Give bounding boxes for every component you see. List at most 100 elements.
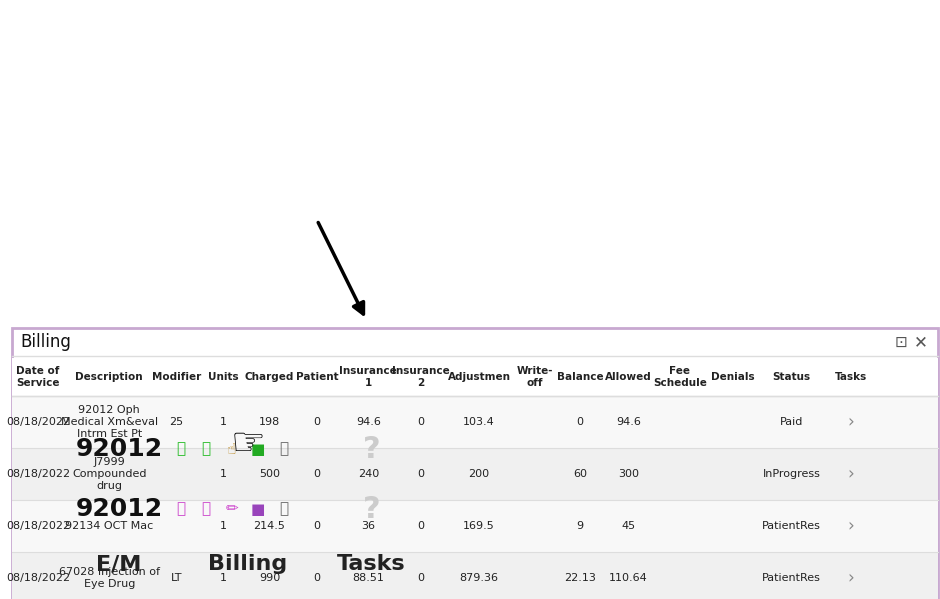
Text: 92012 Oph
Medical Xm&eval
Intrm Est Pt: 92012 Oph Medical Xm&eval Intrm Est Pt — [61, 406, 158, 438]
Text: 169.5: 169.5 — [463, 521, 495, 531]
Text: Tasks: Tasks — [835, 372, 867, 382]
Text: ✏: ✏ — [226, 501, 238, 516]
FancyBboxPatch shape — [168, 419, 327, 479]
Text: 0: 0 — [417, 521, 424, 531]
Text: 300: 300 — [618, 469, 639, 479]
Text: 214.5: 214.5 — [254, 521, 286, 531]
Text: 08/18/2022: 08/18/2022 — [6, 469, 70, 479]
Text: 🛏: 🛏 — [201, 501, 211, 516]
Text: PatientRes: PatientRes — [762, 573, 822, 583]
Text: Charged: Charged — [244, 372, 294, 382]
Text: 200: 200 — [468, 469, 490, 479]
Text: Write-
off: Write- off — [516, 366, 553, 388]
Text: Description: Description — [75, 372, 143, 382]
Text: 22.13: 22.13 — [564, 573, 596, 583]
Text: E/M: E/M — [97, 554, 142, 574]
FancyBboxPatch shape — [70, 419, 168, 479]
Text: 94.6: 94.6 — [356, 417, 381, 427]
FancyBboxPatch shape — [327, 419, 415, 479]
Text: 0: 0 — [417, 573, 424, 583]
FancyBboxPatch shape — [327, 539, 415, 589]
Text: 👤: 👤 — [279, 441, 288, 456]
Text: ⊡: ⊡ — [895, 334, 908, 349]
Text: 879.36: 879.36 — [460, 573, 498, 583]
Text: Units: Units — [208, 372, 239, 382]
FancyBboxPatch shape — [12, 500, 938, 552]
Text: 92134 OCT Mac: 92134 OCT Mac — [65, 521, 153, 531]
Text: ›: › — [848, 413, 854, 431]
Text: 0: 0 — [576, 417, 584, 427]
Text: 0: 0 — [417, 417, 424, 427]
Text: 67028 Injection of
Eye Drug: 67028 Injection of Eye Drug — [59, 567, 160, 589]
Text: 60: 60 — [573, 469, 587, 479]
Text: 1: 1 — [220, 573, 227, 583]
Text: 88.51: 88.51 — [352, 573, 384, 583]
Text: 08/18/2022: 08/18/2022 — [6, 573, 70, 583]
Text: Modifier: Modifier — [152, 372, 201, 382]
FancyBboxPatch shape — [168, 539, 327, 589]
FancyBboxPatch shape — [70, 539, 168, 589]
Text: 990: 990 — [258, 573, 280, 583]
Text: ›: › — [848, 569, 854, 587]
Text: Denials: Denials — [711, 372, 754, 382]
Text: Balance: Balance — [556, 372, 603, 382]
Text: 45: 45 — [621, 521, 635, 531]
Text: InProgress: InProgress — [762, 469, 821, 479]
FancyBboxPatch shape — [12, 328, 938, 598]
Text: 1: 1 — [220, 417, 227, 427]
Text: 94.6: 94.6 — [616, 417, 641, 427]
Text: 🛏: 🛏 — [201, 441, 211, 456]
Text: 🏠: 🏠 — [176, 501, 185, 516]
Text: 0: 0 — [417, 469, 424, 479]
Text: Insurance
2: Insurance 2 — [392, 366, 449, 388]
Text: Billing: Billing — [21, 333, 71, 351]
Text: 🏠: 🏠 — [176, 441, 185, 456]
Text: Patient: Patient — [296, 372, 338, 382]
Text: ?: ? — [363, 495, 380, 524]
FancyBboxPatch shape — [327, 479, 415, 539]
Text: Date of
Service: Date of Service — [16, 366, 60, 388]
Text: Status: Status — [773, 372, 810, 382]
FancyBboxPatch shape — [12, 358, 938, 396]
FancyBboxPatch shape — [12, 448, 938, 500]
Text: LT: LT — [171, 573, 182, 583]
Text: ›: › — [848, 517, 854, 535]
Text: 92012: 92012 — [75, 437, 163, 461]
FancyBboxPatch shape — [70, 479, 168, 539]
Text: 08/18/2022: 08/18/2022 — [6, 417, 70, 427]
Text: Allowed: Allowed — [605, 372, 651, 382]
Text: 0: 0 — [313, 469, 321, 479]
Text: ■: ■ — [250, 501, 265, 516]
Text: 1: 1 — [220, 469, 227, 479]
Text: Billing: Billing — [208, 554, 288, 574]
Text: PatientRes: PatientRes — [762, 521, 822, 531]
Text: 08/18/2022: 08/18/2022 — [6, 521, 70, 531]
Text: J7999
Compounded
drug: J7999 Compounded drug — [72, 458, 147, 491]
Text: 9: 9 — [576, 521, 584, 531]
Text: ☝: ☝ — [227, 441, 237, 456]
Text: ›: › — [848, 465, 854, 483]
Text: 103.4: 103.4 — [463, 417, 495, 427]
Text: Paid: Paid — [780, 417, 804, 427]
Text: ✕: ✕ — [915, 333, 928, 351]
Text: 0: 0 — [313, 417, 321, 427]
Text: 500: 500 — [259, 469, 280, 479]
Text: 36: 36 — [361, 521, 375, 531]
Text: 1: 1 — [220, 521, 227, 531]
Text: Adjustmen: Adjustmen — [447, 372, 510, 382]
FancyBboxPatch shape — [168, 479, 327, 539]
Text: 92012: 92012 — [75, 497, 163, 521]
Text: ☞: ☞ — [230, 425, 265, 463]
Text: 198: 198 — [258, 417, 280, 427]
Text: 240: 240 — [358, 469, 379, 479]
Text: 👤: 👤 — [279, 501, 288, 516]
Text: Tasks: Tasks — [337, 554, 406, 574]
Text: 0: 0 — [313, 521, 321, 531]
Text: 110.64: 110.64 — [609, 573, 648, 583]
Text: ?: ? — [363, 434, 380, 464]
Text: Fee
Schedule: Fee Schedule — [653, 366, 707, 388]
Text: 0: 0 — [313, 573, 321, 583]
Text: ■: ■ — [250, 441, 265, 456]
FancyBboxPatch shape — [12, 552, 938, 599]
Text: 25: 25 — [169, 417, 183, 427]
